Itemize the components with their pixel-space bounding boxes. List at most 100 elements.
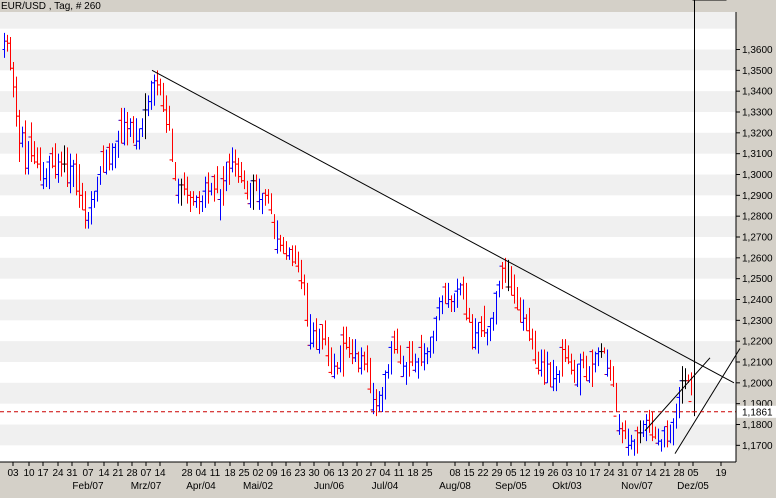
- x-day-label: 10: [23, 468, 35, 479]
- x-day-label: 25: [421, 468, 433, 479]
- grid-band: [0, 424, 736, 446]
- x-month-label: Feb/07: [72, 481, 104, 492]
- x-day-label: 05: [505, 468, 517, 479]
- x-month-label: Apr/04: [186, 481, 216, 492]
- trendline: [674, 348, 741, 454]
- x-day-label: 25: [238, 468, 250, 479]
- x-day-label: 21: [112, 468, 124, 479]
- trendline: [151, 69, 735, 384]
- x-day-label: 07: [82, 468, 94, 479]
- x-month-label: Mai/02: [243, 481, 273, 492]
- x-day-label: 14: [98, 468, 110, 479]
- current-price-box: [737, 405, 776, 418]
- x-day-label: 27: [365, 468, 377, 479]
- y-tick-label: 1,3500: [742, 66, 773, 77]
- y-tick-label: 1,2300: [742, 316, 773, 327]
- x-day-label: 19: [715, 468, 727, 479]
- x-day-label: 13: [337, 468, 349, 479]
- x-day-label: 17: [37, 468, 49, 479]
- x-day-label: 18: [224, 468, 236, 479]
- y-tick-label: 1,1900: [742, 399, 773, 410]
- y-axis: 1,3600 1,3500 1,3400 1,3300 1,3200 1,3100 1,30…: [735, 12, 776, 462]
- y-tick-label: 1,1800: [742, 420, 773, 431]
- trendlines: [151, 69, 741, 454]
- y-tick-label: 1,3600: [742, 45, 773, 56]
- x-day-label: 14: [154, 468, 166, 479]
- y-tick-label: 1,2500: [742, 274, 773, 285]
- y-tick-label: 1,2100: [742, 358, 773, 369]
- x-month-label: Mrz/07: [131, 481, 162, 492]
- y-tick-label: 1,3300: [742, 108, 773, 119]
- y-tick-label: 1,2900: [742, 191, 773, 202]
- x-day-label: 04: [195, 468, 207, 479]
- chart-title: EUR/USD , Tag, # 260: [1, 1, 101, 12]
- x-day-label: 28: [673, 468, 685, 479]
- y-tick-label: 1,2800: [742, 212, 773, 223]
- x-day-label: 06: [323, 468, 335, 479]
- x-day-label: 07: [140, 468, 152, 479]
- x-day-label: 11: [394, 468, 405, 479]
- x-day-label: 03: [561, 468, 573, 479]
- x-day-label: 05: [687, 468, 699, 479]
- x-day-label: 07: [631, 468, 643, 479]
- grid-band: [0, 216, 736, 237]
- y-tick-label: 1,3400: [742, 87, 773, 98]
- x-day-label: 17: [589, 468, 601, 479]
- x-day-label: 29: [491, 468, 503, 479]
- y-tick-label: 1,2700: [742, 233, 773, 244]
- grid-band: [0, 49, 736, 71]
- x-day-label: 18: [407, 468, 419, 479]
- y-tick-label: 1,2600: [742, 253, 773, 264]
- x-day-label: 20: [351, 468, 363, 479]
- x-day-label: 14: [645, 468, 657, 479]
- grid-band: [0, 382, 736, 404]
- x-month-label: Okt/03: [552, 481, 582, 492]
- x-day-label: 31: [66, 468, 78, 479]
- x-day-label: 21: [659, 468, 671, 479]
- x-day-label: 28: [181, 468, 193, 479]
- x-day-label: 26: [547, 468, 559, 479]
- x-day-label: 16: [280, 468, 292, 479]
- y-tick-label: 1,2200: [742, 337, 773, 348]
- x-day-label: 30: [308, 468, 320, 479]
- x-day-label: 22: [477, 468, 489, 479]
- x-month-label: Jul/04: [372, 481, 399, 492]
- x-day-label: 09: [266, 468, 278, 479]
- x-month-label: Dez/05: [677, 481, 709, 492]
- plot-background: [0, 12, 736, 462]
- y-tick-label: 1,2400: [742, 295, 773, 306]
- y-tick-label: 1,1700: [742, 441, 773, 452]
- x-month-label: Nov/07: [621, 481, 653, 492]
- y-tick-label: 1,3100: [742, 149, 773, 160]
- grid-band: [0, 257, 736, 279]
- x-day-label: 31: [617, 468, 629, 479]
- x-day-label: 19: [533, 468, 545, 479]
- x-day-label: 23: [294, 468, 306, 479]
- x-day-label: 15: [463, 468, 475, 479]
- x-day-label: 02: [252, 468, 264, 479]
- ohlc-bar: [692, 0, 697, 417]
- price-bars: [2, 0, 727, 456]
- grid-band: [0, 132, 736, 154]
- x-axis: 03 10 17 24 31 07 14 21 28 07 14 28 04 11 18 25 02 09 16 23…: [0, 461, 736, 492]
- x-day-label: 03: [7, 468, 19, 479]
- x-day-label: 24: [52, 468, 64, 479]
- x-day-label: 24: [603, 468, 615, 479]
- y-tick-label: 1,3200: [742, 128, 773, 139]
- x-day-label: 04: [379, 468, 391, 479]
- x-month-label: Aug/08: [439, 481, 471, 492]
- grid-band: [0, 12, 736, 29]
- x-month-label: Sep/05: [495, 481, 527, 492]
- y-tick-label: 1,3000: [742, 170, 773, 181]
- x-day-label: 12: [519, 468, 531, 479]
- current-price-label: 1,1861: [742, 407, 773, 418]
- x-month-label: Jun/06: [314, 481, 344, 492]
- x-day-label: 08: [449, 468, 461, 479]
- grid-band: [0, 174, 736, 196]
- x-day-label: 11: [210, 468, 221, 479]
- trendline: [644, 357, 711, 432]
- y-tick-label: 1,2000: [742, 378, 773, 389]
- grid-band: [0, 91, 736, 112]
